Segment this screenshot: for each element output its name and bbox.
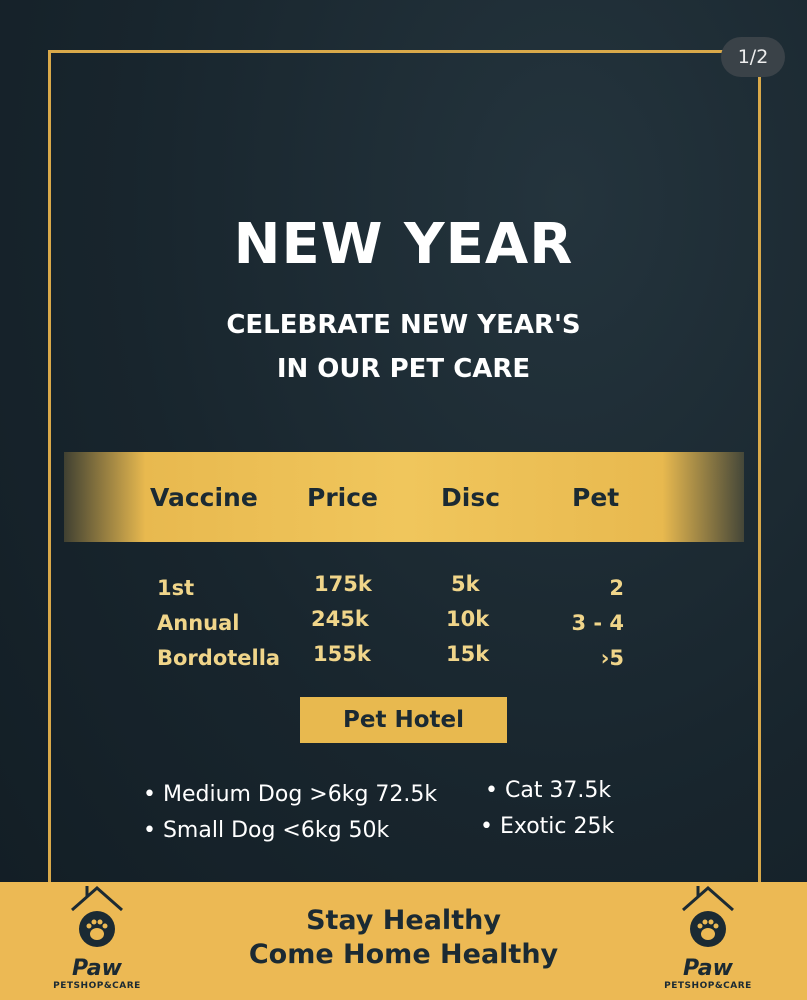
footer-band bbox=[0, 882, 807, 1000]
page-counter: 1/2 bbox=[721, 37, 785, 77]
cell-vaccine: Annual bbox=[157, 611, 240, 635]
hotel-item: • Small Dog <6kg 50k bbox=[143, 818, 390, 843]
cell-disc: 5k bbox=[451, 572, 480, 596]
cell-disc: 10k bbox=[446, 607, 490, 631]
headline: NEW YEAR bbox=[233, 212, 574, 277]
logo-tag: PETSHOP&CARE bbox=[53, 981, 141, 991]
logo-left: Paw PETSHOP&CARE bbox=[52, 884, 142, 996]
header-vaccine: Vaccine bbox=[150, 483, 258, 512]
cell-pet: 3 - 4 bbox=[571, 611, 624, 635]
cell-pet: 2 bbox=[609, 576, 624, 600]
logo-tag: PETSHOP&CARE bbox=[664, 981, 752, 991]
slogan-line-1: Stay Healthy bbox=[306, 905, 501, 936]
header-disc: Disc bbox=[441, 483, 501, 512]
header-pet: Pet bbox=[572, 483, 620, 512]
cell-price: 175k bbox=[314, 572, 372, 596]
cell-pet: ›5 bbox=[600, 646, 624, 670]
hotel-item: • Medium Dog >6kg 72.5k bbox=[143, 782, 438, 807]
subtitle-line-1: CELEBRATE NEW YEAR'S bbox=[226, 310, 581, 340]
hotel-item: • Exotic 25k bbox=[480, 814, 615, 839]
logo-name: Paw bbox=[683, 956, 733, 981]
house-paw-icon bbox=[71, 886, 123, 947]
cell-vaccine: 1st bbox=[157, 576, 195, 600]
pet-hotel-label: Pet Hotel bbox=[300, 697, 507, 743]
cell-disc: 15k bbox=[446, 642, 490, 666]
table-header-band bbox=[64, 452, 744, 542]
cell-price: 155k bbox=[313, 642, 371, 666]
logo-right: Paw PETSHOP&CARE bbox=[663, 884, 753, 996]
logo-name: Paw bbox=[72, 956, 122, 981]
slogan-line-2: Come Home Healthy bbox=[248, 939, 559, 970]
hotel-item: • Cat 37.5k bbox=[485, 778, 612, 803]
subtitle-line-2: IN OUR PET CARE bbox=[276, 354, 531, 384]
header-price: Price bbox=[307, 483, 378, 512]
house-paw-icon bbox=[682, 886, 734, 947]
cell-vaccine: Bordotella bbox=[157, 646, 281, 670]
cell-price: 245k bbox=[311, 607, 369, 631]
